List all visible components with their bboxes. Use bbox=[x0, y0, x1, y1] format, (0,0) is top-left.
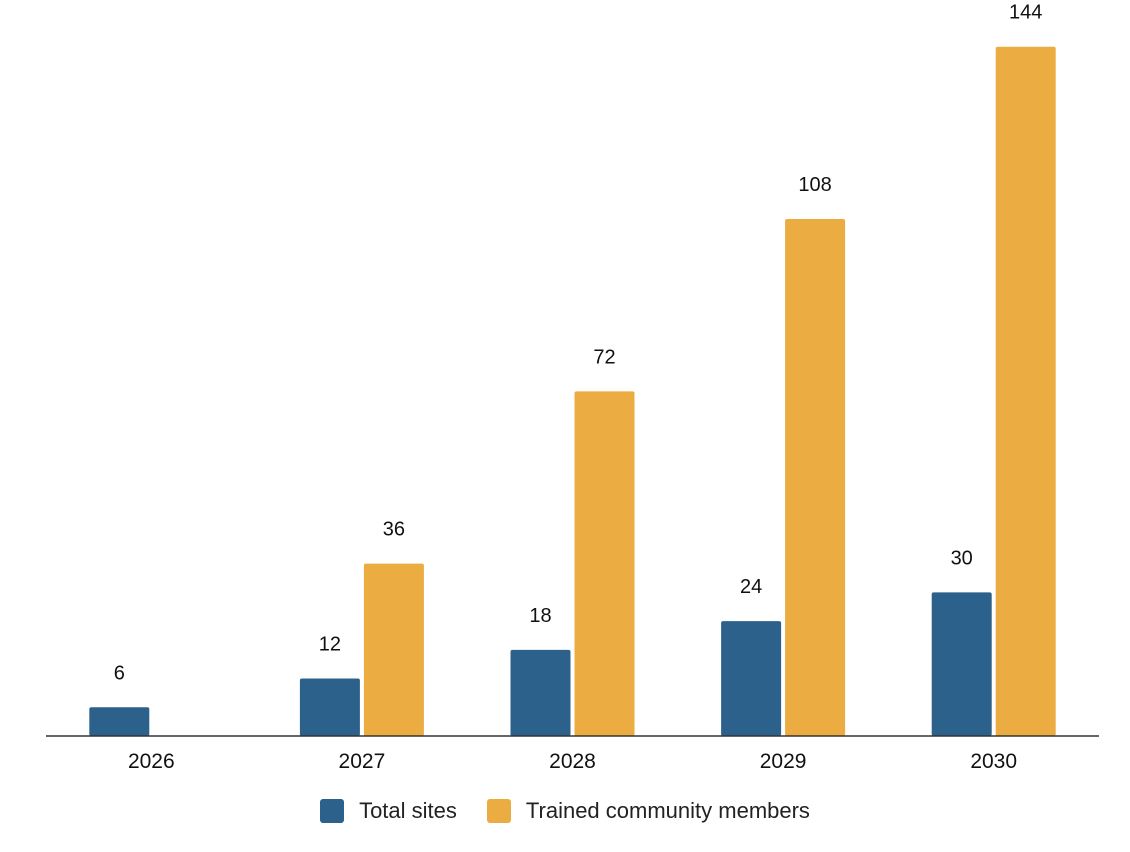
legend-item-total-sites[interactable]: Total sites bbox=[320, 798, 457, 824]
data-label-total-sites-2030: 30 bbox=[951, 547, 973, 569]
x-tick-label-2029: 2029 bbox=[760, 750, 807, 773]
data-label-total-sites-2028: 18 bbox=[529, 605, 551, 627]
bar-trained-community-members-2029 bbox=[785, 219, 846, 737]
bar-total-sites-2026 bbox=[89, 707, 150, 736]
data-label-trained-community-members-2028: 72 bbox=[593, 346, 615, 368]
legend-label-trained-community-members: Trained community members bbox=[525, 798, 810, 823]
legend-swatch-total-sites bbox=[320, 799, 345, 823]
legend-item-trained-community-members[interactable]: Trained community members bbox=[486, 798, 810, 824]
data-label-total-sites-2027: 12 bbox=[319, 634, 341, 656]
x-tick-label-2026: 2026 bbox=[128, 750, 175, 773]
x-tick-label-2030: 2030 bbox=[970, 750, 1017, 773]
data-label-trained-community-members-2027: 36 bbox=[383, 519, 405, 541]
data-label-total-sites-2029: 24 bbox=[740, 576, 762, 598]
chart-legend: Total sites Trained community members bbox=[0, 798, 1130, 824]
data-label-trained-community-members-2029: 108 bbox=[798, 174, 831, 196]
legend-swatch-trained-community-members bbox=[486, 799, 511, 823]
x-tick-label-2028: 2028 bbox=[549, 750, 596, 773]
x-tick-label-2027: 2027 bbox=[339, 750, 386, 773]
bar-trained-community-members-2030 bbox=[995, 46, 1056, 737]
bar-total-sites-2029 bbox=[721, 621, 782, 736]
bar-total-sites-2030 bbox=[931, 592, 992, 736]
bar-trained-community-members-2027 bbox=[363, 563, 424, 736]
bar-total-sites-2027 bbox=[299, 678, 360, 736]
data-label-total-sites-2026: 6 bbox=[114, 662, 125, 684]
legend-label-total-sites: Total sites bbox=[359, 798, 457, 823]
data-label-trained-community-members-2030: 144 bbox=[1009, 2, 1042, 24]
bar-total-sites-2028 bbox=[510, 649, 571, 736]
bar-trained-community-members-2028 bbox=[574, 391, 635, 736]
